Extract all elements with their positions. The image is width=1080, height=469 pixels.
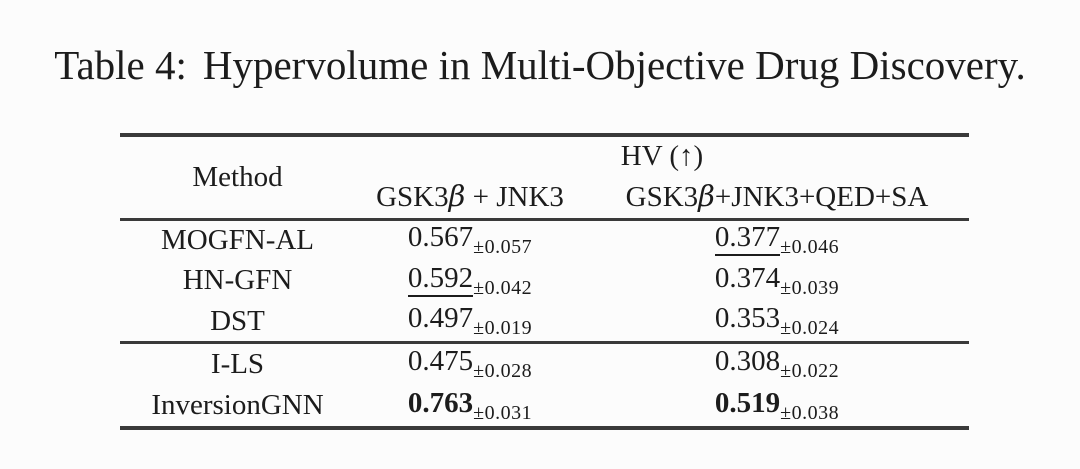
method-name: I-LS bbox=[210, 348, 265, 381]
value: 0.497 bbox=[407, 301, 474, 334]
beta-symbol: β bbox=[698, 178, 715, 213]
value-std: ±0.039 bbox=[780, 276, 840, 299]
value: 0.567 bbox=[407, 221, 474, 254]
value-std: ±0.042 bbox=[473, 276, 533, 299]
value: 0.475 bbox=[407, 345, 474, 378]
beta-symbol: β bbox=[448, 178, 466, 213]
value-cell: 0.763±0.031 bbox=[355, 385, 585, 428]
method-name: DST bbox=[210, 304, 265, 337]
table-row-inversiongnn: InversionGNN 0.763±0.031 0.519±0.038 bbox=[120, 385, 969, 428]
ablation-group: I-LS 0.475±0.028 0.308±0.022 InversionGN… bbox=[120, 342, 969, 428]
hv-label: HV (↑) bbox=[620, 139, 704, 172]
value-cell: 0.475±0.028 bbox=[355, 342, 585, 385]
value-cell: 0.592±0.042 bbox=[355, 260, 585, 301]
header-col1-suffix: + JNK3 bbox=[465, 180, 564, 213]
table-row-mogfn-al: MOGFN-AL 0.567±0.057 0.377±0.046 bbox=[120, 219, 969, 260]
table-header: Method HV (↑) GSK3β + JNK3 GSK3β+JNK3+QE… bbox=[120, 135, 969, 219]
value-cell: 0.567±0.057 bbox=[355, 219, 585, 260]
value-std: ±0.022 bbox=[780, 360, 840, 383]
value: 0.374 bbox=[714, 261, 781, 294]
header-row-hv: Method HV (↑) bbox=[120, 135, 969, 193]
value-std: ±0.028 bbox=[473, 360, 533, 383]
value-std: ±0.024 bbox=[780, 316, 840, 339]
header-col2-suffix: +JNK3+QED+SA bbox=[714, 180, 929, 213]
method-name: InversionGNN bbox=[151, 389, 324, 422]
value-cell: 0.374±0.039 bbox=[585, 260, 969, 301]
value-std: ±0.019 bbox=[473, 316, 533, 339]
value-std: ±0.057 bbox=[473, 236, 533, 259]
value: 0.353 bbox=[714, 301, 781, 334]
table-row-hn-gfn: HN-GFN 0.592±0.042 0.374±0.039 bbox=[120, 260, 969, 301]
value-cell: 0.353±0.024 bbox=[585, 301, 969, 342]
value-std: ±0.038 bbox=[780, 401, 840, 424]
header-col-gsk3b-jnk3: GSK3β + JNK3 bbox=[355, 175, 585, 219]
results-table: Method HV (↑) GSK3β + JNK3 GSK3β+JNK3+QE… bbox=[120, 133, 969, 430]
baselines-group: MOGFN-AL 0.567±0.057 0.377±0.046 HN-GFN … bbox=[120, 219, 969, 342]
table-row-i-ls: I-LS 0.475±0.028 0.308±0.022 bbox=[120, 342, 969, 385]
header-col-gsk3b-jnk3-qed-sa: GSK3β+JNK3+QED+SA bbox=[585, 175, 969, 219]
table-row-dst: DST 0.497±0.019 0.353±0.024 bbox=[120, 301, 969, 342]
header-method: Method bbox=[192, 161, 283, 194]
value: 0.308 bbox=[714, 345, 781, 378]
value-cell: 0.377±0.046 bbox=[585, 219, 969, 260]
header-hv-metric: HV (↑) bbox=[355, 135, 969, 175]
header-row-columns: GSK3β + JNK3 GSK3β+JNK3+QED+SA bbox=[120, 175, 969, 219]
caption-text: Hypervolume in Multi-Objective Drug Disc… bbox=[202, 42, 1026, 88]
table-caption: Table 4: Hypervolume in Multi-Objective D… bbox=[0, 38, 1080, 92]
value: 0.377 bbox=[714, 223, 781, 257]
value: 0.763 bbox=[407, 386, 474, 419]
caption-label: Table 4: bbox=[54, 42, 187, 88]
value-std: ±0.031 bbox=[473, 401, 533, 424]
value: 0.519 bbox=[714, 386, 781, 419]
header-col1-prefix: GSK3 bbox=[376, 180, 449, 213]
value-std: ±0.046 bbox=[780, 236, 840, 259]
value-cell: 0.519±0.038 bbox=[585, 385, 969, 428]
header-col2-prefix: GSK3 bbox=[625, 180, 699, 213]
method-name: MOGFN-AL bbox=[160, 224, 315, 257]
value-cell: 0.308±0.022 bbox=[585, 342, 969, 385]
method-name: HN-GFN bbox=[182, 264, 293, 297]
value-cell: 0.497±0.019 bbox=[355, 301, 585, 342]
value: 0.592 bbox=[407, 263, 474, 297]
